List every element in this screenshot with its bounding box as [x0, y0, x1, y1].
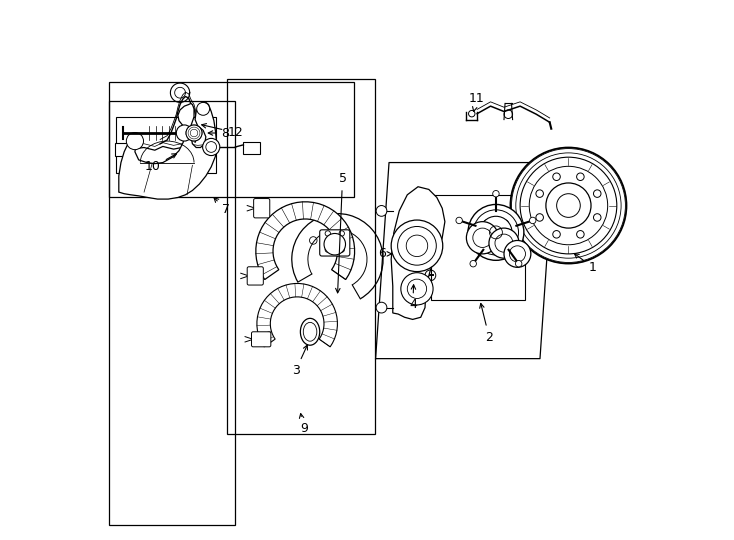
FancyBboxPatch shape [478, 214, 514, 251]
Text: 9: 9 [299, 414, 308, 435]
Bar [116, 117, 216, 173]
Circle shape [456, 217, 462, 224]
Polygon shape [256, 202, 355, 280]
Circle shape [376, 206, 387, 217]
Circle shape [553, 173, 560, 180]
Circle shape [484, 220, 489, 225]
Circle shape [484, 239, 489, 245]
Text: 7: 7 [214, 198, 230, 217]
Circle shape [324, 233, 346, 255]
Circle shape [553, 231, 560, 238]
Bar [109, 101, 236, 525]
Circle shape [470, 260, 476, 267]
Text: 8: 8 [208, 126, 229, 139]
Circle shape [186, 125, 202, 141]
Circle shape [480, 217, 512, 248]
Text: 11: 11 [469, 92, 485, 111]
Text: 4: 4 [409, 285, 417, 312]
FancyBboxPatch shape [320, 230, 350, 256]
Circle shape [503, 220, 508, 225]
Circle shape [546, 183, 591, 228]
Text: 3: 3 [292, 345, 308, 377]
Circle shape [126, 132, 144, 150]
Bar [109, 82, 354, 198]
Text: 10: 10 [145, 154, 177, 173]
Polygon shape [391, 187, 445, 320]
Text: 2: 2 [480, 303, 493, 343]
Circle shape [197, 103, 210, 115]
Circle shape [504, 240, 531, 267]
Circle shape [577, 173, 584, 180]
Circle shape [466, 221, 498, 254]
Circle shape [489, 228, 519, 258]
Circle shape [468, 205, 524, 260]
Bar [244, 141, 260, 154]
Bar [115, 143, 131, 156]
Text: 6: 6 [378, 247, 392, 260]
Circle shape [536, 214, 543, 221]
FancyBboxPatch shape [254, 199, 270, 218]
FancyBboxPatch shape [252, 332, 271, 347]
Circle shape [376, 302, 387, 313]
Circle shape [594, 214, 601, 221]
Polygon shape [257, 284, 338, 347]
Circle shape [529, 217, 536, 224]
Circle shape [203, 138, 219, 156]
Ellipse shape [300, 319, 320, 345]
Text: 5: 5 [335, 172, 346, 293]
Circle shape [510, 147, 627, 264]
Circle shape [391, 220, 443, 272]
Circle shape [493, 191, 499, 197]
FancyBboxPatch shape [247, 267, 264, 285]
Bar [432, 195, 526, 300]
Text: 12: 12 [202, 124, 243, 139]
Circle shape [594, 190, 601, 197]
Ellipse shape [303, 322, 317, 341]
Circle shape [503, 239, 508, 245]
Circle shape [176, 125, 192, 141]
Bar [228, 79, 375, 434]
Polygon shape [119, 103, 217, 199]
Circle shape [401, 273, 433, 305]
Circle shape [515, 260, 522, 267]
Circle shape [536, 190, 543, 197]
Text: 1: 1 [575, 254, 597, 274]
Circle shape [577, 231, 584, 238]
